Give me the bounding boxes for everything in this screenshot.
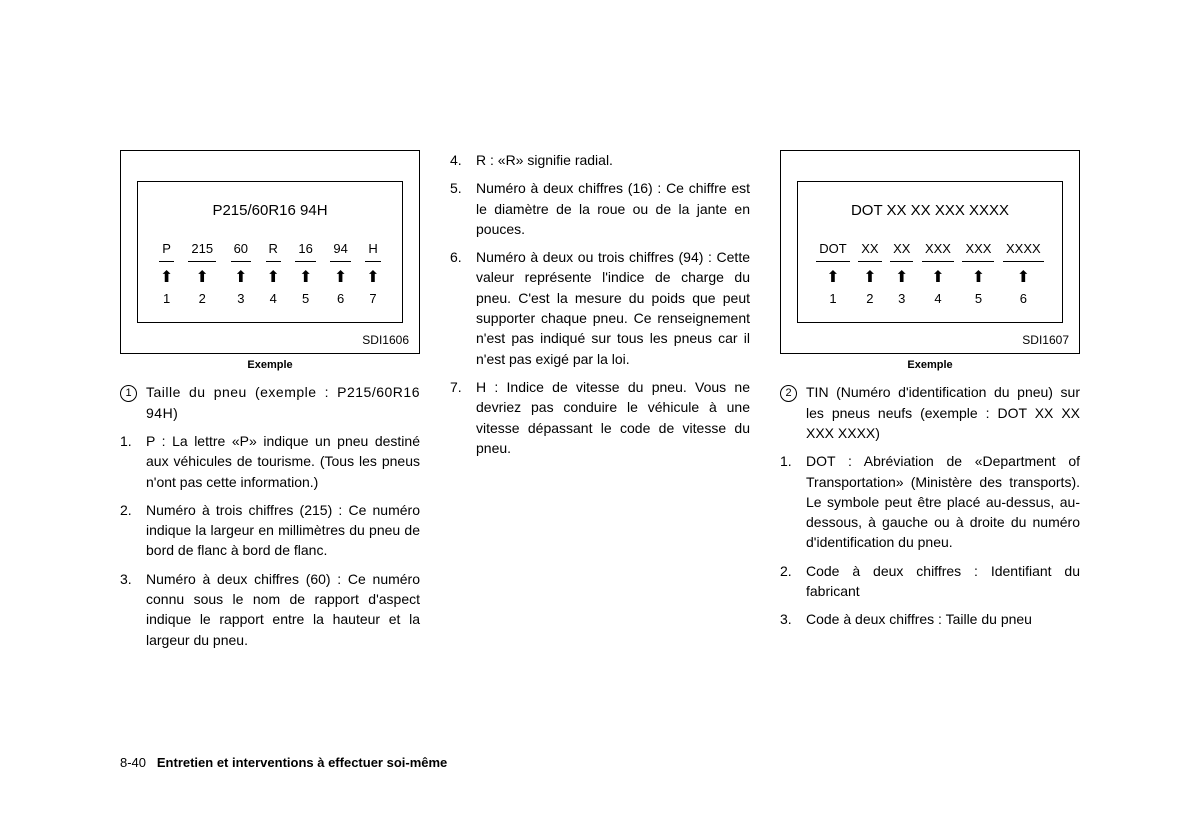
list-item: 3.Numéro à deux chiffres (60) : Ce numér… xyxy=(120,569,420,650)
list-col1: 1.P : La lettre «P» indique un pneu dest… xyxy=(120,431,420,650)
list-item: 2.Code à deux chiffres : Identifiant du … xyxy=(780,561,1080,602)
arrow-up-icon: ⬆ xyxy=(334,270,347,286)
segment: 16⬆5 xyxy=(295,240,315,309)
arrow-up-icon: ⬆ xyxy=(863,270,876,286)
segment: H⬆7 xyxy=(365,240,380,309)
arrow-up-icon: ⬆ xyxy=(299,270,312,286)
diagram-caption: Exemple xyxy=(120,358,420,374)
arrow-up-icon: ⬆ xyxy=(1017,270,1030,286)
tire-size-diagram: P215/60R16 94H P⬆1 215⬆2 60⬆3 R⬆4 16⬆5 9… xyxy=(120,150,420,354)
list-item: 1.P : La lettre «P» indique un pneu dest… xyxy=(120,431,420,492)
arrow-up-icon: ⬆ xyxy=(366,270,379,286)
column-3: DOT XX XX XXX XXXX DOT⬆1 XX⬆2 XX⬆3 XXX⬆4… xyxy=(780,150,1080,658)
lead-item-1: 1 Taille du pneu (exemple : P215/60R16 9… xyxy=(120,382,420,423)
column-2: 4.R : «R» signifie radial. 5.Numéro à de… xyxy=(450,150,750,658)
arrow-up-icon: ⬆ xyxy=(895,270,908,286)
diagram-inner: DOT XX XX XXX XXXX DOT⬆1 XX⬆2 XX⬆3 XXX⬆4… xyxy=(797,181,1063,323)
arrow-up-icon: ⬆ xyxy=(826,270,839,286)
tire-size-title: P215/60R16 94H xyxy=(152,200,388,222)
figure-code: SDI1606 xyxy=(362,332,409,349)
section-title: Entretien et interventions à effectuer s… xyxy=(157,755,447,770)
circled-number: 2 xyxy=(780,385,797,402)
arrow-up-icon: ⬆ xyxy=(234,270,247,286)
list-col3: 1.DOT : Abréviation de «Department of Tr… xyxy=(780,451,1080,629)
segments-row-1: P⬆1 215⬆2 60⬆3 R⬆4 16⬆5 94⬆6 H⬆7 xyxy=(152,240,388,309)
page-columns: P215/60R16 94H P⬆1 215⬆2 60⬆3 R⬆4 16⬆5 9… xyxy=(120,150,1080,658)
arrow-up-icon: ⬆ xyxy=(931,270,944,286)
segment: 94⬆6 xyxy=(330,240,350,309)
segment: XXX⬆5 xyxy=(962,240,994,309)
list-item: 2.Numéro à trois chiffres (215) : Ce num… xyxy=(120,500,420,561)
list-item: 5.Numéro à deux chiffres (16) : Ce chiff… xyxy=(450,178,750,239)
segments-row-2: DOT⬆1 XX⬆2 XX⬆3 XXX⬆4 XXX⬆5 XXXX⬆6 xyxy=(812,240,1048,309)
page-number: 8-40 xyxy=(120,755,146,770)
list-item: 4.R : «R» signifie radial. xyxy=(450,150,750,170)
segment: XX⬆3 xyxy=(890,240,913,309)
figure-code: SDI1607 xyxy=(1022,332,1069,349)
list-item: 7.H : Indice de vitesse du pneu. Vous ne… xyxy=(450,377,750,458)
segment: R⬆4 xyxy=(266,240,281,309)
lead-item-2: 2 TIN (Numéro d'identification du pneu) … xyxy=(780,382,1080,443)
segment: XX⬆2 xyxy=(858,240,881,309)
circled-number: 1 xyxy=(120,385,137,402)
dot-diagram: DOT XX XX XXX XXXX DOT⬆1 XX⬆2 XX⬆3 XXX⬆4… xyxy=(780,150,1080,354)
arrow-up-icon: ⬆ xyxy=(972,270,985,286)
segment: P⬆1 xyxy=(159,240,174,309)
arrow-up-icon: ⬆ xyxy=(267,270,280,286)
segment: XXXX⬆6 xyxy=(1003,240,1044,309)
arrow-up-icon: ⬆ xyxy=(196,270,209,286)
list-item: 1.DOT : Abréviation de «Department of Tr… xyxy=(780,451,1080,552)
list-item: 3.Code à deux chiffres : Taille du pneu xyxy=(780,609,1080,629)
segment: 60⬆3 xyxy=(231,240,251,309)
column-1: P215/60R16 94H P⬆1 215⬆2 60⬆3 R⬆4 16⬆5 9… xyxy=(120,150,420,658)
arrow-up-icon: ⬆ xyxy=(160,270,173,286)
diagram-caption: Exemple xyxy=(780,358,1080,374)
page-footer: 8-40 Entretien et interventions à effect… xyxy=(120,755,447,770)
list-item: 6.Numéro à deux ou trois chiffres (94) :… xyxy=(450,247,750,369)
list-col2: 4.R : «R» signifie radial. 5.Numéro à de… xyxy=(450,150,750,458)
diagram-inner: P215/60R16 94H P⬆1 215⬆2 60⬆3 R⬆4 16⬆5 9… xyxy=(137,181,403,323)
segment: XXX⬆4 xyxy=(922,240,954,309)
dot-title: DOT XX XX XXX XXXX xyxy=(812,200,1048,222)
segment: DOT⬆1 xyxy=(816,240,849,309)
segment: 215⬆2 xyxy=(188,240,216,309)
